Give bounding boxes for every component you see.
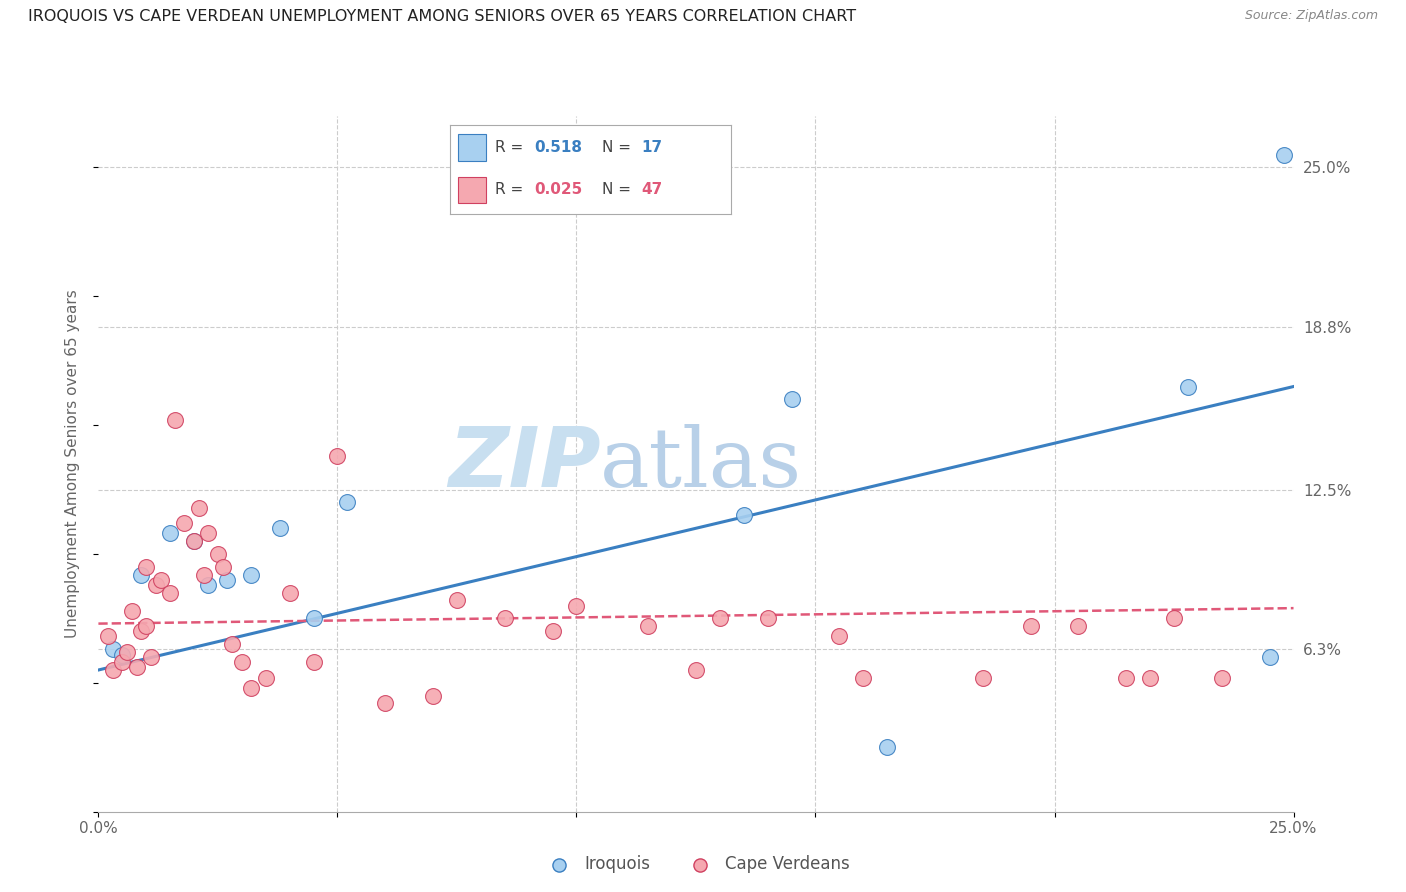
Point — [302, 655, 325, 669]
Point — [326, 449, 349, 463]
Point — [183, 534, 205, 549]
Point — [101, 642, 124, 657]
Text: R =: R = — [495, 183, 529, 197]
Point — [756, 611, 779, 625]
Point — [240, 567, 263, 582]
Point — [972, 671, 994, 685]
Point — [733, 508, 755, 523]
Point — [828, 630, 851, 644]
Point — [494, 611, 516, 625]
Text: N =: N = — [602, 140, 636, 154]
Point — [709, 611, 731, 625]
Text: atlas: atlas — [600, 424, 803, 504]
Text: IROQUOIS VS CAPE VERDEAN UNEMPLOYMENT AMONG SENIORS OVER 65 YEARS CORRELATION CH: IROQUOIS VS CAPE VERDEAN UNEMPLOYMENT AM… — [28, 9, 856, 24]
Point — [163, 413, 186, 427]
Point — [231, 655, 253, 669]
Point — [101, 663, 124, 677]
Bar — [458, 177, 486, 203]
Point — [1115, 671, 1137, 685]
Point — [187, 500, 209, 515]
Point — [374, 697, 396, 711]
Point — [145, 578, 167, 592]
Text: N =: N = — [602, 183, 636, 197]
Point — [183, 534, 205, 549]
Point — [135, 560, 157, 574]
Point — [446, 593, 468, 607]
Y-axis label: Unemployment Among Seniors over 65 years: Unemployment Among Seniors over 65 years — [65, 290, 80, 638]
Point — [197, 578, 219, 592]
Point — [1163, 611, 1185, 625]
Point — [111, 648, 134, 662]
Point — [149, 573, 172, 587]
Point — [780, 392, 803, 407]
Point — [135, 619, 157, 633]
Point — [115, 645, 138, 659]
Point — [1177, 379, 1199, 393]
Point — [211, 560, 233, 574]
Point — [1139, 671, 1161, 685]
Point — [565, 599, 588, 613]
Text: 0.518: 0.518 — [534, 140, 582, 154]
Text: 17: 17 — [641, 140, 662, 154]
Point — [278, 585, 301, 599]
Text: Source: ZipAtlas.com: Source: ZipAtlas.com — [1244, 9, 1378, 22]
Point — [422, 689, 444, 703]
Point — [541, 624, 564, 639]
Point — [269, 521, 291, 535]
Point — [1258, 650, 1281, 665]
Point — [207, 547, 229, 561]
Point — [336, 495, 359, 509]
Point — [852, 671, 875, 685]
Point — [139, 650, 162, 665]
Point — [1272, 147, 1295, 161]
Legend: Iroquois, Cape Verdeans: Iroquois, Cape Verdeans — [536, 848, 856, 880]
Point — [1211, 671, 1233, 685]
Point — [193, 567, 215, 582]
Bar — [458, 134, 486, 161]
Point — [637, 619, 659, 633]
Point — [221, 637, 243, 651]
Point — [685, 663, 707, 677]
Point — [97, 630, 120, 644]
Point — [302, 611, 325, 625]
Point — [217, 573, 239, 587]
Point — [173, 516, 195, 530]
Point — [876, 740, 898, 755]
Point — [121, 604, 143, 618]
Text: 47: 47 — [641, 183, 662, 197]
Point — [240, 681, 263, 695]
Point — [1019, 619, 1042, 633]
Point — [125, 660, 148, 674]
Point — [131, 624, 153, 639]
Point — [1067, 619, 1090, 633]
Text: 0.025: 0.025 — [534, 183, 582, 197]
Text: R =: R = — [495, 140, 529, 154]
Point — [159, 585, 181, 599]
Point — [131, 567, 153, 582]
Point — [159, 526, 181, 541]
Text: ZIP: ZIP — [447, 424, 600, 504]
Point — [254, 671, 277, 685]
Point — [111, 655, 134, 669]
Point — [197, 526, 219, 541]
